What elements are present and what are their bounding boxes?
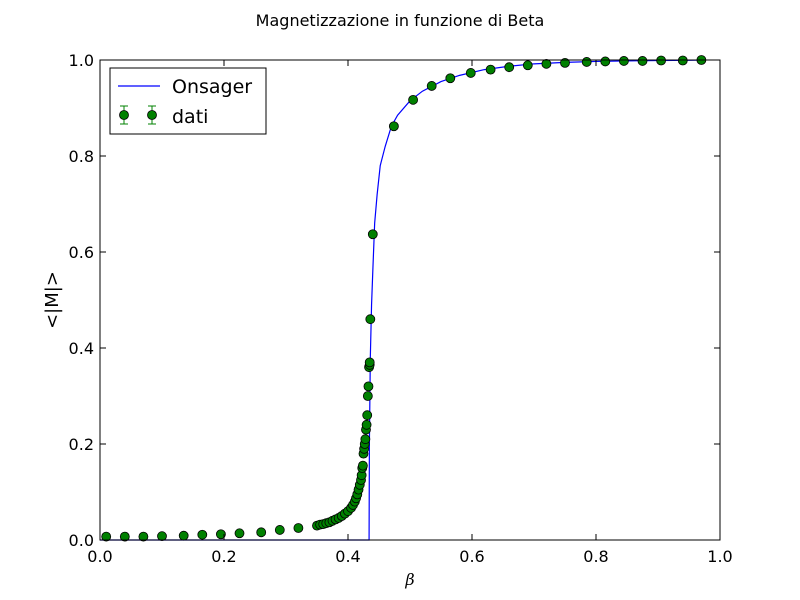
dati-point: [522, 60, 533, 71]
x-tick-label: 0.4: [335, 547, 360, 566]
dati-point: [215, 529, 226, 540]
dati-point: [362, 391, 373, 401]
dati-point: [619, 56, 629, 66]
y-axis-label: <|M|>: [42, 271, 63, 329]
dati-point: [426, 81, 437, 91]
y-tick-label: 1.0: [69, 51, 94, 70]
dati-point: [362, 410, 373, 421]
dati-point: [637, 56, 648, 66]
dati-point: [504, 62, 515, 73]
dati-point: [581, 57, 592, 67]
y-tick-label: 0.8: [69, 147, 94, 166]
dati-point: [600, 56, 611, 67]
dati-point: [101, 531, 112, 542]
legend-dati-marker-swatch: [119, 105, 157, 125]
dati-point: [234, 528, 245, 539]
plot-frame: [99, 59, 721, 541]
dati-point: [465, 68, 476, 78]
x-tick-label: 0.0: [87, 547, 112, 566]
legend-entry-onsager: Onsager: [172, 76, 252, 98]
dati-point: [363, 381, 374, 392]
x-tick-label: 1.0: [707, 547, 732, 566]
dati-point: [361, 419, 372, 430]
y-tick-label: 0.4: [69, 339, 94, 358]
dati-point: [408, 94, 419, 105]
x-tick-label: 0.6: [459, 547, 484, 566]
legend-entry-dati: dati: [172, 106, 208, 128]
dati-point: [365, 314, 376, 325]
legend-box: [109, 67, 267, 135]
dati-point: [560, 57, 570, 68]
series-layer: [100, 55, 707, 542]
x-tick-label: 0.2: [211, 547, 236, 566]
dati-point: [388, 121, 399, 132]
dati-point: [119, 531, 130, 542]
dati-point: [357, 460, 368, 471]
dati-point: [157, 531, 167, 542]
x-axis-label: β: [404, 570, 414, 589]
dati-point: [256, 527, 267, 538]
y-tick-label: 0.2: [69, 435, 94, 454]
dati-point: [293, 523, 304, 533]
dati-point: [197, 529, 208, 540]
chart-title: Magnetizzazione in funzione di Beta: [256, 11, 545, 30]
ticks-layer: 0.0 0.2 0.4 0.6 0.8 1.0 0.0 0.2 0.4 0.6 0.8 1.0: [69, 51, 733, 566]
dati-point: [138, 531, 149, 542]
dati-point: [360, 434, 371, 445]
y-tick-label: 0.0: [69, 531, 94, 550]
dati-point: [445, 73, 456, 84]
dati-point: [274, 525, 285, 535]
dati-point: [485, 64, 496, 75]
legend: Onsager dati: [109, 67, 267, 135]
dati-point: [364, 357, 375, 368]
dati-point: [541, 58, 552, 69]
dati-point: [367, 229, 378, 240]
x-tick-label: 0.8: [583, 547, 608, 566]
dati-point: [178, 530, 189, 541]
y-tick-label: 0.6: [69, 243, 94, 262]
